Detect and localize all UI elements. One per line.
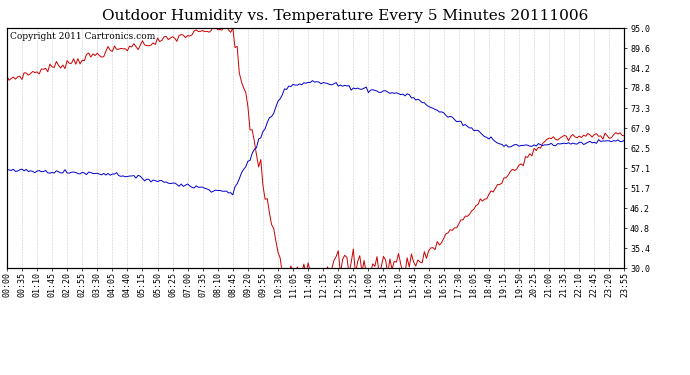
Text: Outdoor Humidity vs. Temperature Every 5 Minutes 20111006: Outdoor Humidity vs. Temperature Every 5…	[102, 9, 588, 23]
Text: Copyright 2011 Cartronics.com: Copyright 2011 Cartronics.com	[10, 32, 155, 41]
